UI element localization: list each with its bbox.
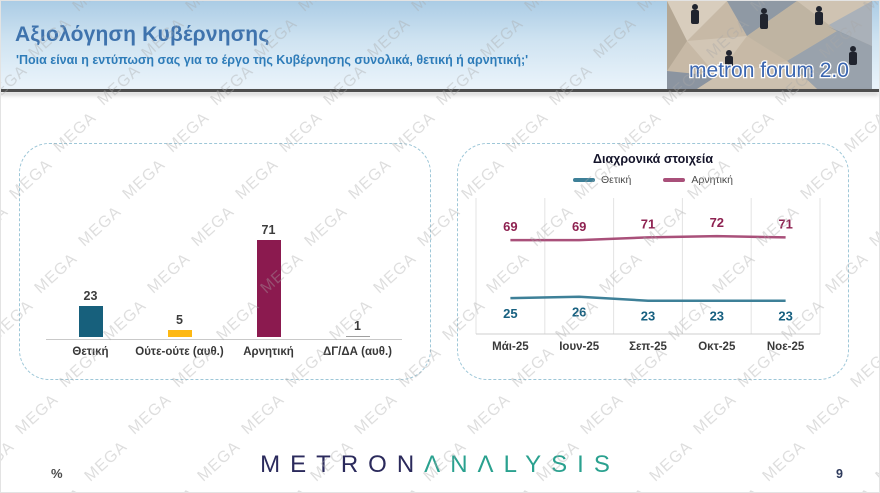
trend-line-positive [510, 295, 786, 302]
page-number: 9 [836, 467, 843, 481]
legend-label: Θετική [600, 174, 632, 186]
trend-value-label: 69 [503, 219, 517, 234]
bar-value-label: 1 [354, 318, 361, 333]
legend-item: Θετική [572, 174, 632, 186]
trend-x-label: Σεπ-25 [629, 341, 667, 353]
trend-value-label: 72 [710, 215, 724, 230]
bar-chart-panel: 23 5 71 1 Θετική Ούτε-ούτε (αυθ.) Αρνητική ΔΓ/… [19, 143, 431, 380]
trend-value-label: 71 [778, 216, 792, 231]
metron-forum-logo-text: metron forum 2.0 [689, 59, 849, 82]
trend-x-label: Νοε-25 [767, 341, 805, 353]
legend-item: Αρνητική [663, 174, 733, 186]
bar-category-label: Αρνητική [243, 346, 294, 358]
trend-value-label: 23 [778, 309, 792, 324]
watermark-text: MEGA [847, 344, 879, 392]
bar [78, 305, 103, 337]
legend-swatch [572, 178, 595, 182]
watermark-text: MEGA [1, 203, 12, 251]
trend-svg: Μάι-25 Ιουν-25 Σεπ-25 Οκτ-25 Νοε-25 25 26 23 23 2… [475, 198, 821, 353]
legend-label: Αρνητική [691, 174, 734, 186]
watermark-text: MEGA [464, 391, 514, 439]
watermark-text: MEGA [603, 485, 653, 492]
page-subtitle: 'Ποια είναι η εντύπωση σας για το έργο τ… [16, 53, 529, 67]
trend-value-label: 69 [572, 219, 586, 234]
bar-column: 71 [224, 223, 313, 337]
watermark-text: MEGA [351, 391, 401, 439]
watermark-text: MEGA [38, 485, 88, 492]
percent-unit-label: % [51, 466, 63, 481]
trend-chart-title: Διαχρονικά στοιχεία [592, 152, 714, 166]
bar-column: 23 [46, 288, 135, 337]
trend-value-label: 25 [503, 306, 517, 321]
trend-x-label: Μάι-25 [492, 341, 529, 353]
bar-category-label: Θετική [72, 346, 109, 358]
watermark-text: MEGA [803, 391, 853, 439]
watermark-text: MEGA [866, 203, 879, 251]
bar-category-row: Θετική Ούτε-ούτε (αυθ.) Αρνητική ΔΓ/ΔΑ (αυθ… [46, 346, 402, 358]
watermark-text: MEGA [577, 391, 627, 439]
trend-value-label: 23 [641, 309, 655, 324]
trend-x-label: Ιουν-25 [559, 341, 600, 353]
watermark-text: MEGA [151, 485, 201, 492]
bar [256, 239, 281, 337]
trend-legend: Θετική Αρνητική [458, 174, 848, 186]
watermark-text: MEGA [690, 391, 740, 439]
page-title: Αξιολόγηση Κυβέρνησης [15, 23, 270, 46]
header-separator [1, 89, 879, 92]
bar [345, 335, 370, 337]
trend-line-negative [510, 234, 786, 242]
watermark-text: MEGA [829, 485, 879, 492]
bar [167, 330, 192, 337]
watermark-text: MEGA [716, 485, 766, 492]
header: Αξιολόγηση Κυβέρνησης 'Ποια είναι η εντύ… [1, 1, 879, 89]
watermark-text: MEGA [125, 391, 175, 439]
legend-swatch [663, 178, 686, 182]
bar-value-label: 23 [83, 288, 98, 303]
bar-category-label: Ούτε-ούτε (αυθ.) [135, 346, 224, 358]
brand-analysis: ΛNΛLYSIS [424, 451, 620, 478]
bar-column: 1 [313, 319, 402, 337]
watermark-text: MEGA [490, 485, 540, 492]
watermark-text: MEGA [12, 391, 62, 439]
bar-chart-area: 23 5 71 1 [46, 190, 402, 337]
trend-chart-panel: Διαχρονικά στοιχεία Θετική Αρνητική Μάι-2… [457, 143, 849, 380]
watermark-text: MEGA [264, 485, 314, 492]
bar-column: 5 [135, 313, 224, 337]
watermark-text: MEGA [377, 485, 427, 492]
brand-logo: METRONΛNΛLYSIS [1, 451, 879, 479]
bar-value-label: 71 [261, 222, 276, 237]
watermark-text: MEGA [238, 391, 288, 439]
trend-x-label: Οκτ-25 [698, 341, 736, 353]
people-silhouettes [691, 4, 857, 68]
bar-value-label: 5 [176, 313, 183, 328]
metron-forum-photo: metron forum 2.0 [667, 1, 872, 89]
trend-value-label: 26 [572, 305, 586, 320]
trend-value-label: 71 [641, 216, 655, 231]
bar-category-label: ΔΓ/ΔΑ (αυθ.) [323, 346, 392, 358]
trend-value-label: 23 [710, 309, 724, 324]
bar-chart-axis [46, 339, 402, 340]
brand-metron: METRON [260, 451, 425, 478]
